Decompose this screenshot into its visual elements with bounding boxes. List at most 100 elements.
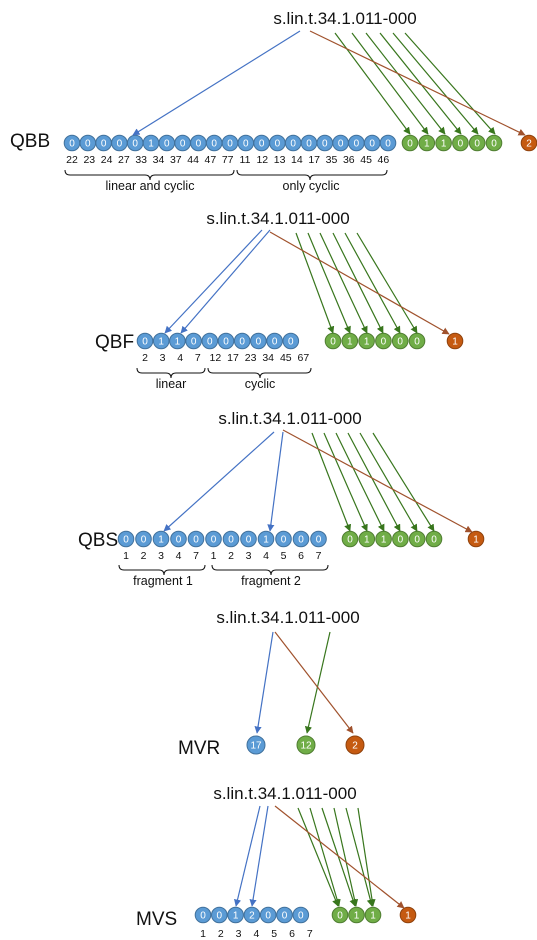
qbb-green-bit-4 — [468, 134, 486, 152]
qbf-brace-label-right: cyclic — [245, 377, 276, 391]
qbb-bit-value-20: 0 — [385, 139, 391, 150]
qbf-bit-9 — [282, 332, 300, 350]
qbf-bit-value-9: 0 — [288, 337, 294, 348]
qbf-bit-value-3: 0 — [191, 337, 197, 348]
qbb-green-bit-value-2: 1 — [441, 139, 447, 150]
qbf-bit-value-0: 0 — [142, 337, 148, 348]
qbb-bit-value-4: 0 — [132, 139, 138, 150]
qbs-bit-7 — [240, 530, 257, 548]
qbb-arrow-green-5 — [392, 32, 479, 135]
qbb-brace-label-left: linear and cyclic — [106, 179, 195, 193]
qbf-bit-2 — [169, 332, 186, 350]
qbs-bit-value-8: 1 — [263, 535, 269, 546]
qbs-bit-value-11: 0 — [316, 535, 322, 546]
qbs-arrow-orange — [282, 429, 473, 533]
mvr-blue-value: 17 — [250, 741, 262, 752]
qbs-bit-5 — [205, 530, 222, 548]
qbb-bit-value-3: 0 — [117, 139, 123, 150]
mvs-green-bit-value-0: 0 — [337, 911, 343, 922]
qbs-green-bit-value-0: 0 — [347, 535, 353, 546]
mvs-index-5: 6 — [289, 928, 295, 940]
mvs-bit-5 — [276, 906, 293, 924]
qbb-bit-value-10: 0 — [227, 139, 233, 150]
qbf-bit-0 — [136, 332, 154, 350]
qbs-green-bit-value-5: 0 — [431, 535, 437, 546]
qbs-index-8: 4 — [263, 550, 269, 562]
mvr-label: MVR — [178, 738, 220, 759]
qbf-bit-7 — [250, 332, 267, 350]
qbs-arrow-blue-1 — [163, 431, 275, 532]
qbf-label: QBF — [95, 332, 134, 353]
qbb-bit-value-6: 0 — [164, 139, 170, 150]
qbs-orange-value-0: 1 — [473, 535, 479, 546]
qbb-index-3: 27 — [118, 154, 130, 166]
qbf-brace-right — [207, 367, 312, 379]
qbs-green-bit-value-2: 1 — [381, 535, 387, 546]
qbs-bit-10 — [292, 530, 310, 548]
qbb-bit-value-1: 0 — [85, 139, 91, 150]
qbb-index-11: 12 — [256, 154, 268, 166]
qbf-bit-value-5: 0 — [223, 337, 229, 348]
qbb-bit-value-17: 0 — [338, 139, 344, 150]
qbs-index-9: 5 — [281, 550, 287, 562]
qbf-bit-6 — [233, 332, 251, 350]
qbs-index-5: 1 — [211, 550, 217, 562]
qbb-index-16: 36 — [343, 154, 355, 166]
mvs-index-1: 2 — [218, 928, 224, 940]
qbf-index-labels: 2 3 4 7 12 17 23 34 45 67 — [142, 352, 309, 364]
qbf-header: s.lin.t.34.1.011-000 — [206, 209, 349, 228]
qbf-index-1: 3 — [160, 352, 166, 364]
qbs-index-1: 2 — [141, 550, 147, 562]
qbb-green-bit-value-3: 0 — [458, 139, 464, 150]
qbb-arrow-green-4 — [379, 32, 462, 135]
qbf-index-6: 23 — [245, 352, 257, 364]
qbs-green-bit-value-4: 0 — [414, 535, 420, 546]
qbb-index-15: 35 — [326, 154, 338, 166]
qbs-bit-6 — [222, 530, 240, 548]
mvs-bit-2 — [227, 906, 244, 924]
qbs-bit-0 — [117, 530, 135, 548]
mvs-bit-4 — [259, 906, 277, 924]
mvs-index-2: 3 — [236, 928, 242, 940]
mvs-bit-6 — [292, 906, 310, 924]
qbf-bit-value-1: 1 — [158, 337, 164, 348]
qbb-arrow-green-3 — [365, 32, 446, 135]
mvs-index-4: 5 — [271, 928, 277, 940]
qbb-green-bit-value-5: 0 — [491, 139, 497, 150]
qbf-bit-3 — [185, 332, 202, 350]
qbb-index-18: 46 — [378, 154, 390, 166]
mvr-green-value: 12 — [300, 741, 312, 752]
mvs-label: MVS — [136, 909, 177, 930]
qbb-bit-value-7: 0 — [180, 139, 186, 150]
qbs-arrow-green-4 — [347, 432, 401, 532]
mvs-bit-value-5: 0 — [282, 911, 288, 922]
qbb-green-bit-1 — [418, 134, 436, 152]
qbf-green-bit-value-5: 0 — [414, 337, 420, 348]
qbs-bit-value-6: 0 — [228, 535, 234, 546]
mvs-index-6: 7 — [307, 928, 313, 940]
qbs-orange-0 — [467, 530, 485, 548]
mvr-orange-node: 2 — [345, 735, 365, 755]
qbb-arrow-green-1 — [334, 32, 411, 135]
qbb-bit-value-12: 0 — [259, 139, 265, 150]
qbf-arrow-green-6 — [356, 232, 418, 334]
qbs-arrow-green-3 — [335, 432, 385, 532]
qbb-bit-20 — [379, 134, 397, 152]
panel-mvr: s.lin.t.34.1.011-000 MVR 17 12 2 — [178, 608, 365, 759]
qbb-bit-value-9: 0 — [211, 139, 217, 150]
qbs-green-bit-value-3: 0 — [398, 535, 404, 546]
qbb-index-5: 34 — [153, 154, 165, 166]
qbs-bit-11 — [310, 530, 327, 548]
qbs-index-7: 3 — [246, 550, 252, 562]
qbf-index-5: 17 — [227, 352, 239, 364]
mvs-orange-0 — [399, 906, 417, 924]
qbf-bit-4 — [201, 332, 219, 350]
qbb-bit-value-8: 0 — [196, 139, 202, 150]
qbs-bit-4 — [187, 530, 205, 548]
